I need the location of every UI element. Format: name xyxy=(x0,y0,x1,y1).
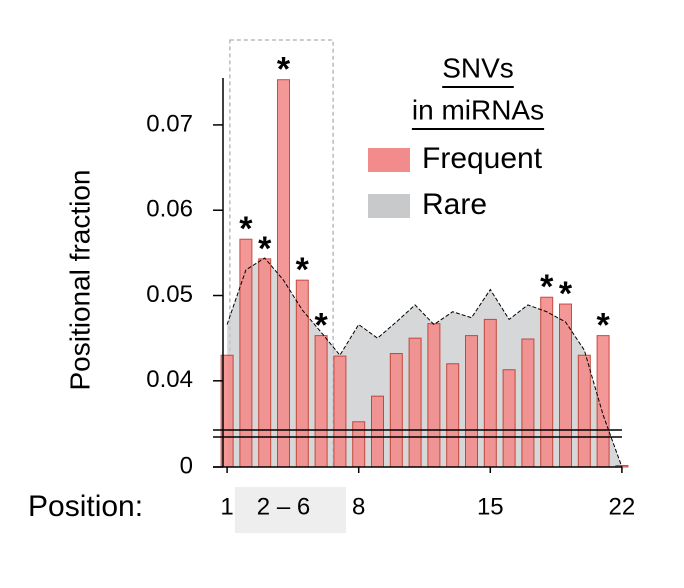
bar xyxy=(540,296,554,468)
y-tick-label: 0.06 xyxy=(146,196,193,223)
bar xyxy=(408,337,422,468)
bar xyxy=(371,395,384,468)
x-tick-label: 8 xyxy=(352,493,365,520)
significance-star: * xyxy=(540,268,554,306)
bar xyxy=(295,279,309,468)
legend: SNVs in miRNAs Frequent Rare xyxy=(368,52,545,221)
bar xyxy=(446,363,460,468)
legend-title: SNVs xyxy=(442,52,514,83)
legend-swatch xyxy=(368,148,410,172)
bar xyxy=(502,369,516,468)
legend-label: Frequent xyxy=(422,142,543,175)
highlight-label-box xyxy=(234,487,347,533)
y-tick-label: 0.05 xyxy=(146,281,193,308)
y-tick-label: 0 xyxy=(180,452,193,479)
bar xyxy=(521,338,535,468)
legend-label: Rare xyxy=(422,188,487,221)
bar xyxy=(389,353,403,468)
y-tick-label: 0.04 xyxy=(146,366,193,393)
significance-star: * xyxy=(277,51,291,89)
y-axis-label: Positional fraction xyxy=(64,169,95,390)
significance-star: * xyxy=(314,307,328,345)
bar xyxy=(352,421,366,468)
rare-line xyxy=(226,257,623,468)
highlight-label: 2 – 6 xyxy=(257,493,310,520)
x-tick-label: 1 xyxy=(220,493,233,520)
significance-star: * xyxy=(258,230,272,268)
bar xyxy=(277,79,290,468)
bar xyxy=(465,335,478,468)
bar xyxy=(577,354,591,468)
significance-star: * xyxy=(596,307,610,345)
legend-title: in miRNAs xyxy=(412,94,544,125)
bar xyxy=(483,318,497,468)
y-tick-label: 0.07 xyxy=(146,110,193,137)
bar xyxy=(333,355,347,468)
significance-star: * xyxy=(239,210,253,248)
x-tick-label: 15 xyxy=(477,493,504,520)
x-tick-label: 22 xyxy=(609,493,636,520)
bar xyxy=(258,258,272,468)
legend-swatch xyxy=(368,194,410,218)
x-axis-label: Position: xyxy=(28,490,143,523)
bar xyxy=(239,238,253,468)
significance-star: * xyxy=(559,275,573,313)
significance-star: * xyxy=(296,251,310,289)
bar xyxy=(314,335,328,468)
bar xyxy=(427,323,441,468)
